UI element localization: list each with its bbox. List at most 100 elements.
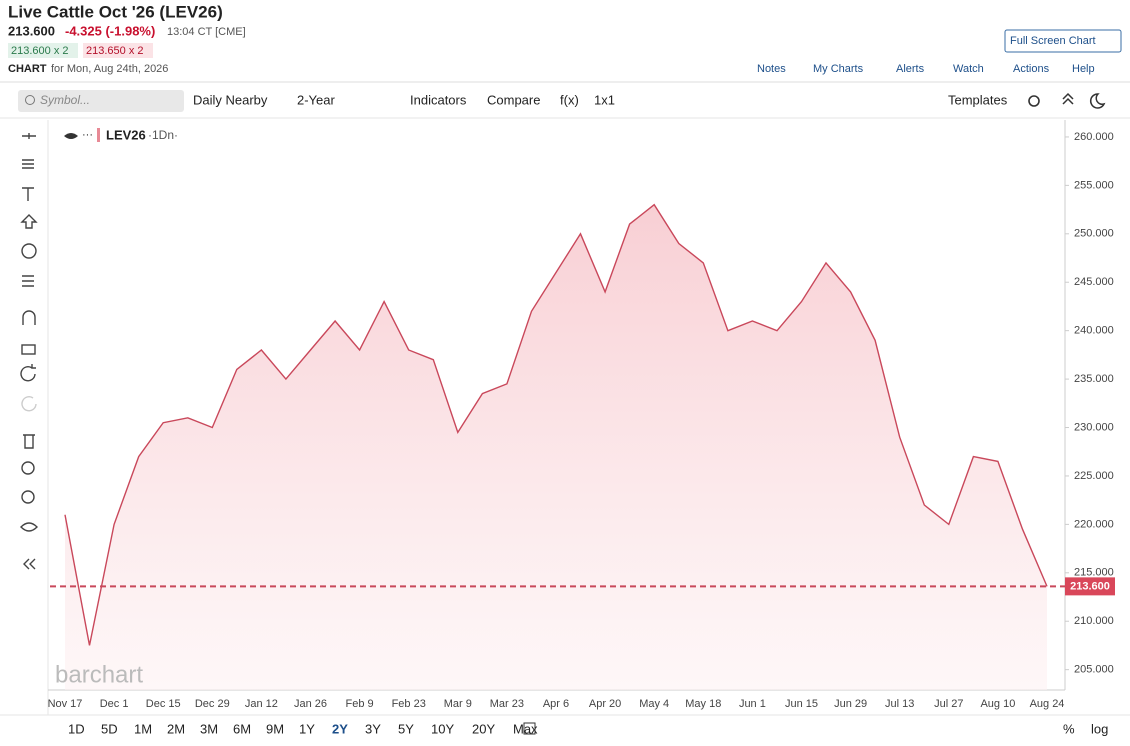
price: 213.600: [8, 23, 55, 38]
tool-measure[interactable]: [22, 275, 34, 287]
tool-fib[interactable]: [22, 159, 34, 169]
theme-icon[interactable]: [1089, 93, 1106, 109]
x-tick-label: Feb 9: [346, 698, 374, 710]
y-tick-label: 255.000: [1074, 179, 1114, 191]
collapse-icon[interactable]: [1062, 92, 1074, 105]
ask-box: [83, 43, 153, 58]
toolbar-item[interactable]: 2-Year: [297, 92, 335, 107]
tool-delete[interactable]: [23, 434, 35, 449]
x-tick-label: Dec 15: [146, 698, 181, 710]
range-button[interactable]: 2Y: [332, 721, 348, 736]
last-price-box: [1065, 577, 1115, 596]
x-tick-label: May 4: [639, 698, 669, 710]
settings-icon[interactable]: [1028, 95, 1040, 107]
range-button[interactable]: 20Y: [472, 721, 495, 736]
y-tick-label: 260.000: [1074, 131, 1114, 143]
time: 13:04 CT [CME]: [167, 26, 246, 38]
range-button[interactable]: 1Y: [299, 721, 315, 736]
tool-shape[interactable]: [20, 214, 38, 229]
visibility-icon[interactable]: [64, 133, 78, 139]
range-button[interactable]: 10Y: [431, 721, 454, 736]
full-screen-label[interactable]: Full Screen Chart: [1010, 35, 1096, 47]
full-screen-button[interactable]: [1004, 29, 1122, 53]
tool-line[interactable]: [22, 133, 36, 139]
x-tick-label: Jan 26: [294, 698, 327, 710]
tool-lock[interactable]: [21, 344, 36, 355]
ask: 213.650 x 2: [86, 45, 144, 57]
templates[interactable]: Templates: [948, 92, 1008, 107]
header-link[interactable]: Alerts: [896, 63, 925, 75]
watermark: barchart: [55, 661, 143, 688]
x-tick-label: Jul 27: [934, 698, 963, 710]
range-button[interactable]: 6M: [233, 721, 251, 736]
toolbar-item[interactable]: Compare: [487, 92, 540, 107]
percent-button[interactable]: %: [1063, 721, 1075, 736]
legend-swatch: [97, 128, 100, 142]
range-button[interactable]: 2M: [167, 721, 185, 736]
x-tick-label: Nov 17: [48, 698, 83, 710]
range-button[interactable]: 1D: [68, 721, 85, 736]
tool-text[interactable]: [22, 187, 34, 201]
y-tick-label: 250.000: [1074, 228, 1114, 240]
toolbar-item[interactable]: f(x): [560, 92, 579, 107]
title: Live Cattle Oct '26 (LEV26): [8, 2, 223, 21]
range-button[interactable]: 9M: [266, 721, 284, 736]
toolbar-item[interactable]: Daily Nearby: [193, 92, 268, 107]
tool-zoom-out[interactable]: [21, 490, 35, 504]
header-link[interactable]: Watch: [953, 63, 984, 75]
y-tick-label: 235.000: [1074, 373, 1114, 385]
area-fill: [65, 204, 1047, 690]
range-button[interactable]: Max: [513, 721, 538, 736]
range-button[interactable]: 1M: [134, 721, 152, 736]
tool-eye[interactable]: [20, 522, 38, 532]
legend-more[interactable]: ···: [82, 129, 93, 141]
toolbar-item[interactable]: Indicators: [410, 92, 467, 107]
tool-undo[interactable]: [20, 364, 36, 382]
chart-date: for Mon, Aug 24th, 2026: [51, 63, 168, 75]
y-tick-label: 205.000: [1074, 664, 1114, 676]
toolbar-item[interactable]: 1x1: [594, 92, 615, 107]
y-tick-label: 210.000: [1074, 615, 1114, 627]
log-button[interactable]: log: [1091, 721, 1108, 736]
change: -4.325 (-1.98%): [65, 23, 155, 38]
range-button[interactable]: 5Y: [398, 721, 414, 736]
x-tick-label: Dec 1: [100, 698, 129, 710]
range-button[interactable]: 5D: [101, 721, 118, 736]
x-tick-label: Apr 20: [589, 698, 621, 710]
search-box[interactable]: [18, 90, 184, 112]
legend-symbol: LEV26: [106, 127, 146, 142]
x-tick-label: Aug 24: [1030, 698, 1065, 710]
x-tick-label: Jun 29: [834, 698, 867, 710]
y-tick-label: 240.000: [1074, 325, 1114, 337]
tool-collapse[interactable]: [23, 558, 36, 570]
tool-redo[interactable]: [21, 396, 37, 412]
x-tick-label: May 18: [685, 698, 721, 710]
y-tick-label: 230.000: [1074, 421, 1114, 433]
tool-count[interactable]: [21, 243, 37, 259]
x-tick-label: Apr 6: [543, 698, 569, 710]
tool-magnet[interactable]: [22, 310, 36, 325]
range-button[interactable]: 3Y: [365, 721, 381, 736]
legend-interval: ·1Dn·: [148, 128, 178, 142]
header-link[interactable]: My Charts: [813, 63, 864, 75]
bid: 213.600 x 2: [11, 45, 69, 57]
chart-label: CHART: [8, 63, 47, 75]
last-price-label: 213.600: [1070, 580, 1110, 592]
x-tick-label: Mar 23: [490, 698, 524, 710]
bid-box: [8, 43, 78, 58]
tool-zoom-in[interactable]: [21, 461, 35, 475]
header-link[interactable]: Actions: [1013, 63, 1050, 75]
calendar-icon[interactable]: [523, 722, 536, 735]
y-tick-label: 245.000: [1074, 276, 1114, 288]
search-placeholder[interactable]: Symbol...: [40, 93, 90, 107]
x-tick-label: Feb 23: [392, 698, 426, 710]
header-link[interactable]: Help: [1072, 63, 1095, 75]
header-link[interactable]: Notes: [757, 63, 786, 75]
x-tick-label: Mar 9: [444, 698, 472, 710]
x-tick-label: Dec 29: [195, 698, 230, 710]
y-tick-label: 220.000: [1074, 518, 1114, 530]
range-button[interactable]: 3M: [200, 721, 218, 736]
price-line: [64, 203, 1048, 646]
x-tick-label: Jun 15: [785, 698, 818, 710]
